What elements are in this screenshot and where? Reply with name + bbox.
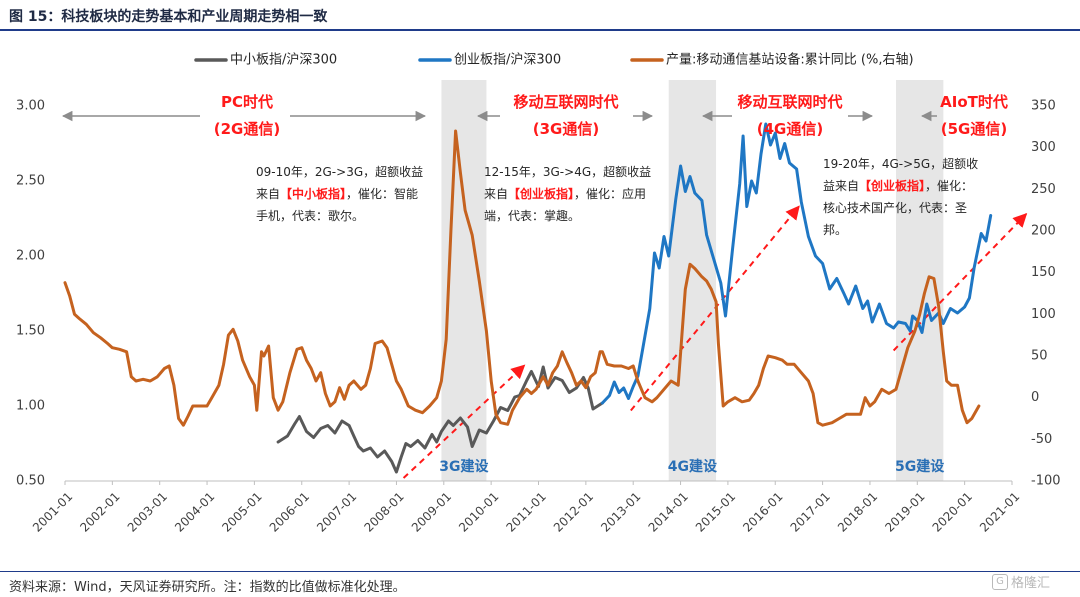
x-tick-label: 2008-01 [361,489,406,534]
x-tick-label: 2003-01 [125,489,170,534]
x-tick-label: 2011-01 [503,489,548,534]
era-title: AIoT时代 [940,93,1008,111]
annotation-text: ，催化： [925,179,973,193]
x-tick-label: 2021-01 [977,489,1022,534]
series-lines [63,122,993,474]
watermark-text: 格隆汇 [1011,576,1051,591]
annotation-text: 端，代表：掌趣。 [484,208,580,223]
series-line-gray [276,365,604,474]
x-tick-label: 2012-01 [551,489,596,534]
annotation-highlight: 【创业板指】 [508,186,574,201]
annotation-text: 益来自 [823,179,859,193]
era-subtitle: (2G通信) [214,120,280,138]
legend-label: 创业板指/沪深300 [454,52,561,68]
x-tick-label: 2006-01 [267,489,312,534]
x-tick-label: 2014-01 [646,489,691,534]
build-period-label: 3G建设 [439,458,489,475]
legend: 中小板指/沪深300 创业板指/沪深300 产量:移动通信基站设备:累计同比 (%,… [194,52,914,68]
annotation-text: ，催化：应用 [574,186,646,201]
annotation-highlight: 【中小板指】 [280,186,346,201]
annotation-text: 手机，代表：歌尔。 [256,208,364,223]
annotation-text: 邦。 [823,223,847,237]
x-tick-label: 2001-01 [30,489,75,534]
era-subtitle: (5G通信) [941,120,1007,138]
y-left-tick-label: 1.00 [16,399,45,414]
build-period-label: 5G建设 [895,458,945,475]
x-tick-label: 2017-01 [788,489,833,534]
x-tick-label: 2018-01 [835,489,880,534]
axes [64,480,1013,485]
x-tick-label: 2019-01 [882,489,927,534]
annotation-text: 09-10年，2G->3G，超额收益 [256,164,423,179]
legend-label: 中小板指/沪深300 [230,52,337,68]
figure-title: 图 15：科技板块的走势基本和产业周期走势相一致 [9,9,328,25]
y-right-tick-label: 150 [1031,265,1056,280]
annotation-text: 来自 [484,187,508,201]
gelonghui-logo-icon: G [992,573,1008,590]
era-subtitle: (4G通信) [757,120,823,138]
build-period-band [895,80,944,481]
build-period-label: 4G建设 [668,458,718,475]
annotation-text: 来自 [256,187,280,201]
x-tick-label: 2013-01 [598,489,643,534]
x-tick-label: 2009-01 [409,489,454,534]
trend-arrow [630,205,800,412]
annotation-text: 12-15年，3G->4G，超额收益 [484,164,651,179]
y-right-tick-label: 250 [1031,182,1056,197]
annotation-highlight: 【创业板指】 [859,178,925,193]
era-markers: PC时代 (2G通信) 移动互联网时代 (3G通信) 移动互联网时代 (4G通信) AIoT… [61,93,1008,138]
source-note: 资料来源：Wind，天风证券研究所。注：指数的比值做标准化处理。 [9,580,406,595]
y-right-tick-label: -50 [1031,432,1052,447]
x-tick-label: 2016-01 [740,489,785,534]
y-left-tick-label: 2.00 [16,249,45,264]
series-line-orange [63,129,981,427]
era-title: 移动互联网时代 [737,93,842,111]
footer-divider [0,571,1080,572]
x-tick-label: 2020-01 [930,489,975,534]
y-left-tick-label: 1.50 [16,324,45,339]
y-left-tick-label: 2.50 [16,174,45,189]
y-right-tick-label: 50 [1031,349,1048,364]
y-left-tick-label: 3.00 [16,99,45,114]
annotation-note: 19-20年，4G->5G，超额收益来自【创业板指】，催化： 核心技术国产化，代表… [823,156,978,237]
y-right-tick-label: 350 [1031,99,1056,114]
y-left-tick-label: 0.50 [16,474,45,489]
figure-header: 图 15：科技板块的走势基本和产业周期走势相一致 [0,0,1080,31]
y-right-tick-label: -100 [1031,474,1061,489]
annotation-note: 09-10年，2G->3G，超额收益来自【中小板指】，催化：智能手机，代表：歌尔… [256,164,423,223]
annotation-text: 19-20年，4G->5G，超额收 [823,156,978,171]
title-divider [0,29,1080,31]
legend-label: 产量:移动通信基站设备:累计同比 (%,右轴) [666,52,914,68]
x-tick-label: 2004-01 [172,489,217,534]
y-right-tick-label: 200 [1031,224,1056,239]
annotation-text: 核心技术国产化，代表：圣 [823,201,967,215]
build-period-shading: 3G建设 4G建设 5G建设 [439,80,945,481]
series-line-blue [600,122,993,405]
x-tick-label: 2002-01 [77,489,122,534]
era-subtitle: (3G通信) [533,120,599,138]
x-tick-label: 2007-01 [314,489,359,534]
trend-arrow [892,212,1028,352]
x-tick-label: 2010-01 [456,489,501,534]
annotations: 09-10年，2G->3G，超额收益来自【中小板指】，催化：智能手机，代表：歌尔… [256,156,978,237]
build-period-band [668,80,717,481]
era-title: PC时代 [221,93,273,111]
y-right-tick-label: 0 [1031,390,1039,405]
annotation-note: 12-15年，3G->4G，超额收益来自【创业板指】，催化：应用端，代表：掌趣。 [484,164,651,223]
watermark: G 格隆汇 [992,572,1050,591]
x-tick-label: 2005-01 [219,489,264,534]
annotation-text: ，催化：智能 [346,186,418,201]
y-right-tick-label: 100 [1031,307,1056,322]
y-right-tick-label: 300 [1031,140,1056,155]
x-tick-label: 2015-01 [693,489,738,534]
era-title: 移动互联网时代 [513,93,618,111]
